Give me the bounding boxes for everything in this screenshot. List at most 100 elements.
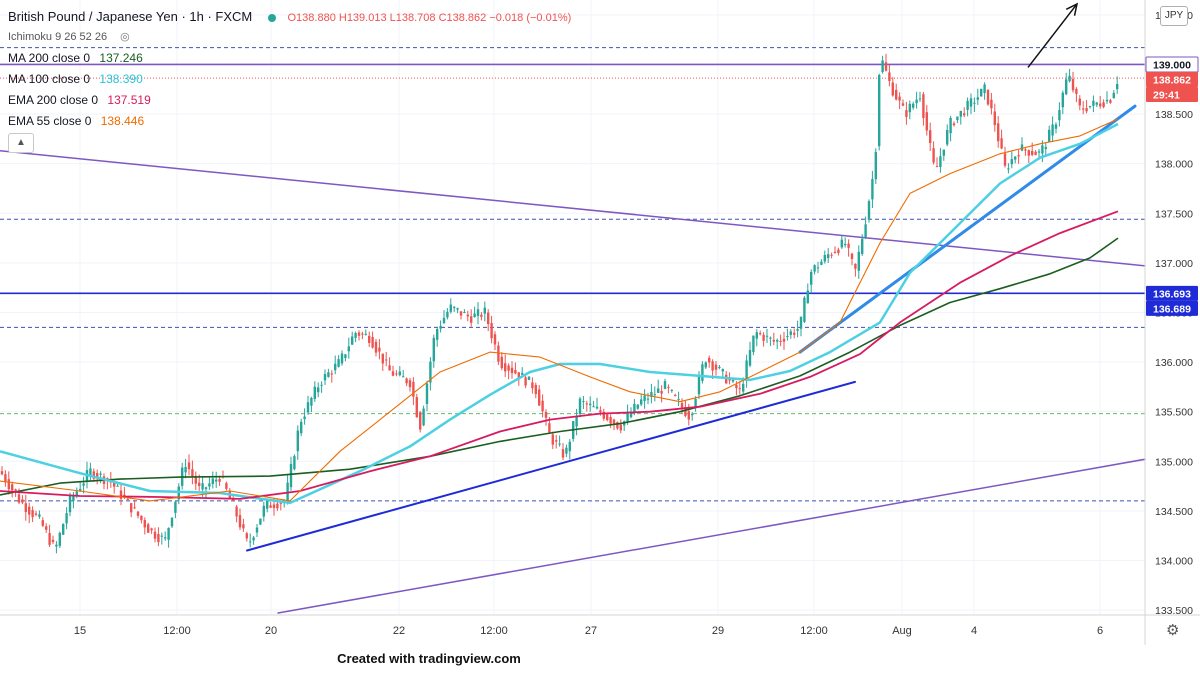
- candle-body: [157, 533, 160, 543]
- price-tick-label: 138.000: [1155, 159, 1193, 171]
- candle-body: [1071, 79, 1075, 91]
- candle-body: [1041, 145, 1044, 154]
- candle-body: [232, 498, 235, 502]
- candle-body: [833, 251, 837, 253]
- price-tick-label: 137.000: [1155, 258, 1193, 270]
- price-tick-label: 135.000: [1155, 456, 1193, 468]
- candle-body: [330, 373, 333, 375]
- candle-body: [803, 297, 806, 322]
- candle-body: [500, 356, 503, 369]
- candle-body: [415, 397, 418, 418]
- time-tick-label: 20: [265, 625, 277, 637]
- time-tick-label: 22: [393, 625, 405, 637]
- candle-body: [793, 332, 796, 335]
- price-labels: 139.000 138.862 29:41 136.693 136.689: [1145, 56, 1199, 316]
- candle-body: [28, 506, 31, 515]
- candle-body: [1031, 150, 1034, 155]
- candle-body: [1082, 108, 1085, 110]
- candle-body: [1095, 102, 1098, 105]
- candle-body: [850, 253, 854, 259]
- moving-average-line: [0, 237, 1119, 496]
- time-tick-label: 12:00: [480, 625, 508, 637]
- ichimoku-row[interactable]: Ichimoku 9 26 52 26 ◎: [8, 27, 571, 48]
- eye-hidden-icon[interactable]: ◎: [120, 31, 130, 43]
- candle-body: [558, 443, 561, 445]
- candle-body: [453, 306, 456, 308]
- candle-body: [7, 479, 10, 490]
- candle-body: [517, 372, 520, 380]
- time-tick-label: 29: [712, 625, 724, 637]
- arrow-annotation: [1027, 2, 1079, 68]
- candle-body: [680, 403, 684, 408]
- price-label-box: [1146, 285, 1198, 301]
- time-axis[interactable]: 15 12:00 20 22 12:00 27 29 12:00 Aug 4 6: [74, 625, 1103, 637]
- candle-body: [738, 388, 741, 390]
- collapse-legend-button[interactable]: ▲: [8, 133, 34, 153]
- indicator-row[interactable]: EMA 55 close 0 138.446: [8, 111, 571, 132]
- candle-body: [68, 495, 72, 513]
- candle-body: [694, 398, 697, 408]
- candle-body: [89, 468, 92, 476]
- candle-body: [714, 364, 718, 370]
- time-tick-label: 15: [74, 625, 86, 637]
- candle-body: [745, 360, 748, 380]
- candle-body: [918, 98, 922, 100]
- candle-body: [408, 380, 412, 388]
- candle-body: [436, 329, 439, 340]
- candle-body: [602, 411, 605, 419]
- candle-body: [514, 369, 517, 374]
- candle-body: [276, 503, 279, 509]
- candle-body: [1010, 159, 1013, 165]
- legend-title-row: British Pound / Japanese Yen · 1h · FXCM…: [8, 6, 571, 27]
- candle-body: [252, 537, 255, 541]
- ohlc-values: O138.880 H139.013 L138.708 C138.862 −0.0…: [287, 12, 572, 24]
- candle-body: [439, 325, 442, 329]
- price-axis[interactable]: 133.500 134.000 134.500 135.000 135.500 136.0…: [1155, 10, 1193, 617]
- candle-body: [619, 424, 622, 431]
- candle-body: [1058, 110, 1061, 121]
- candle-body: [521, 372, 524, 375]
- candle-body: [660, 390, 663, 394]
- candle-body: [816, 267, 820, 269]
- candle-body: [806, 290, 809, 304]
- candle-body: [599, 410, 602, 413]
- candle-body: [378, 347, 381, 352]
- candle-body: [997, 123, 1000, 142]
- candle-body: [939, 156, 942, 167]
- trendline: [798, 104, 1137, 354]
- currency-button[interactable]: JPY: [1160, 6, 1188, 26]
- candle-body: [606, 414, 609, 421]
- candle-body: [11, 484, 14, 491]
- candle-body: [507, 365, 510, 371]
- indicator-row[interactable]: EMA 200 close 0 137.519: [8, 90, 571, 111]
- candle-body: [595, 406, 599, 409]
- indicator-row[interactable]: MA 100 close 0 138.390: [8, 69, 571, 90]
- candle-body: [731, 379, 735, 382]
- symbol-title[interactable]: British Pound / Japanese Yen · 1h · FXCM: [8, 9, 253, 24]
- gear-icon[interactable]: ⚙: [1166, 622, 1180, 639]
- candle-body: [575, 416, 578, 427]
- candle-body: [317, 387, 320, 393]
- candle-body: [871, 178, 874, 200]
- candle-body: [490, 323, 493, 339]
- candle-body: [381, 353, 384, 364]
- indicator-row[interactable]: MA 200 close 0 137.246: [8, 48, 571, 69]
- candle-body: [96, 473, 99, 479]
- trendline: [246, 380, 856, 552]
- candle-body: [194, 475, 197, 484]
- price-label-text: 139.000: [1153, 59, 1191, 71]
- time-tick-label: 4: [971, 625, 977, 637]
- time-tick-label: 6: [1097, 625, 1103, 637]
- candle-body: [320, 384, 323, 386]
- candle-body: [1020, 144, 1024, 151]
- price-chart[interactable]: 133.500 134.000 134.500 135.000 135.500 136.0…: [0, 0, 1200, 645]
- candle-body: [711, 361, 714, 371]
- candle-body: [1105, 99, 1109, 102]
- candle-body: [1044, 146, 1047, 149]
- candle-body: [402, 376, 405, 378]
- candle-body: [300, 421, 303, 434]
- candle-body: [544, 411, 548, 418]
- candle-body: [357, 332, 361, 336]
- candle-body: [187, 462, 191, 470]
- candle-body: [993, 111, 996, 126]
